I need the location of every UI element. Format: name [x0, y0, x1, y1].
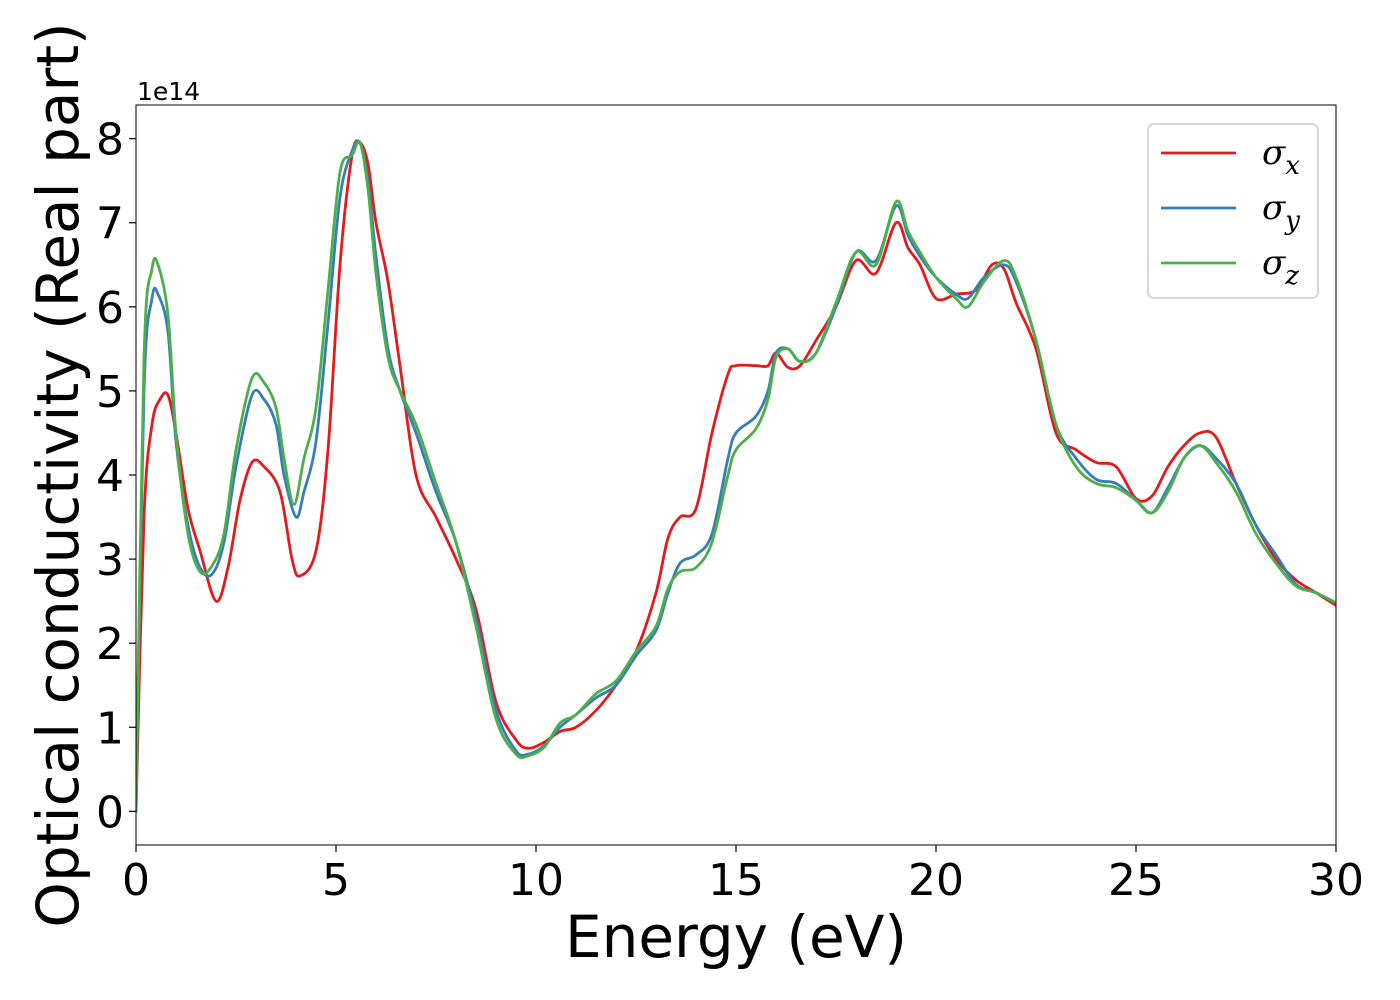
- x-tick-label: 20: [908, 855, 964, 906]
- y-axis-offset-text: 1e14: [137, 77, 200, 106]
- y-tick-label: 3: [96, 535, 124, 586]
- y-tick-label: 7: [96, 199, 124, 250]
- legend-label-base: σ: [1262, 243, 1286, 283]
- x-tick-label: 30: [1308, 855, 1364, 906]
- x-tick-label: 25: [1108, 855, 1164, 906]
- legend-label-base: σ: [1262, 133, 1286, 173]
- series-line-y: [136, 139, 1336, 813]
- legend-box: [1147, 123, 1319, 299]
- legend-label-subscript: y: [1284, 206, 1300, 236]
- y-tick-label: 0: [96, 787, 124, 838]
- x-tick-label: 15: [708, 855, 764, 906]
- y-tick-label: 6: [96, 283, 124, 334]
- x-tick-label: 0: [122, 855, 150, 906]
- legend-label-subscript: z: [1284, 261, 1299, 291]
- y-tick-label: 4: [96, 451, 124, 502]
- legend-label-base: σ: [1262, 188, 1286, 228]
- x-tick-label: 10: [508, 855, 564, 906]
- y-tick-label: 8: [96, 115, 124, 166]
- y-tick-label: 1: [96, 703, 124, 754]
- x-axis-title: Energy (eV): [565, 903, 907, 971]
- series-line-x: [136, 139, 1336, 813]
- series-group: [136, 139, 1336, 813]
- legend-label-subscript: x: [1285, 151, 1300, 181]
- series-line-z: [136, 140, 1336, 813]
- y-axis-title: Optical conductivity (Real part): [24, 22, 92, 927]
- y-tick-label: 2: [96, 619, 124, 670]
- y-tick-label: 5: [96, 367, 124, 418]
- x-tick-label: 5: [322, 855, 350, 906]
- legend-label-z: σz: [1262, 243, 1299, 291]
- legend-label-x: σx: [1262, 133, 1300, 181]
- legend-label-y: σy: [1262, 188, 1300, 236]
- x-axis-ticks: 0 5 10 15 20 25 30: [122, 845, 1364, 906]
- y-axis-ticks: 0 1 2 3 4 5 6 7 8: [96, 115, 136, 838]
